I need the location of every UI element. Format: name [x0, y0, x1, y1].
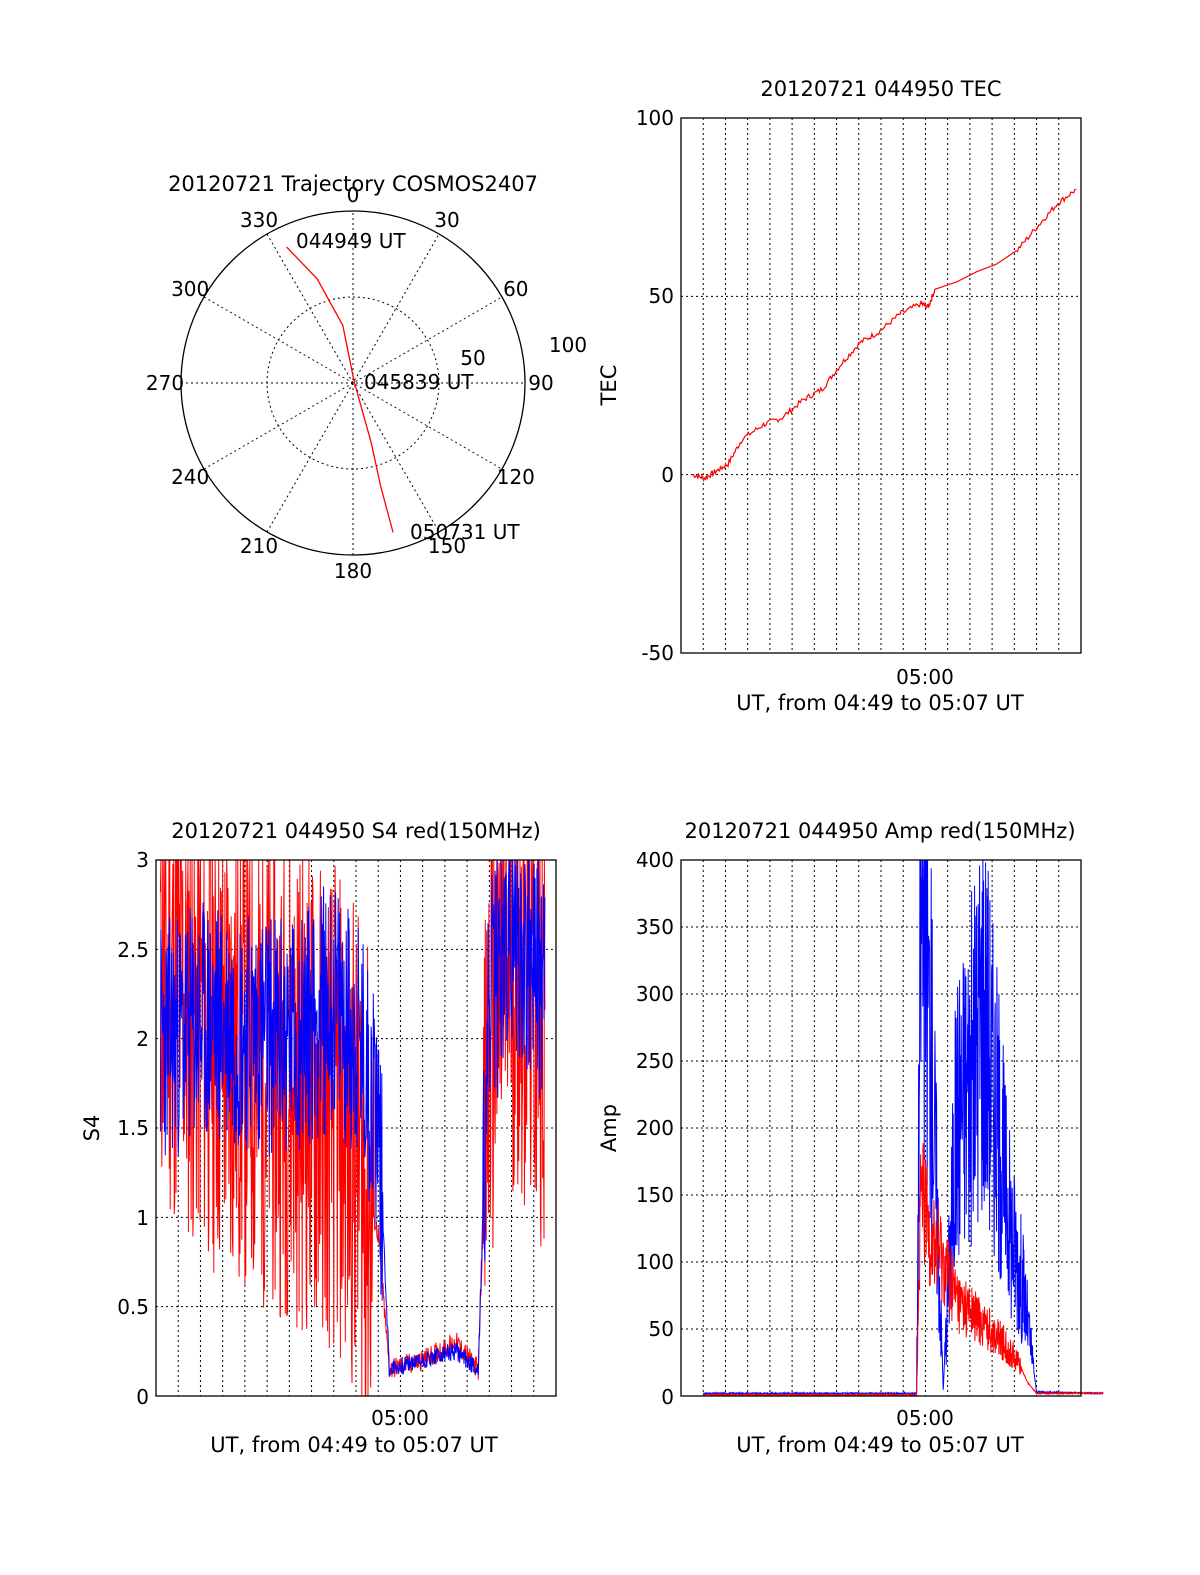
polar-grid	[181, 211, 525, 555]
radial-label-100: 100	[549, 333, 587, 357]
polar-angle-label: 90	[528, 371, 553, 395]
trajectory-end-label: 050731 UT	[410, 520, 520, 544]
amp-ytick-350: 350	[636, 915, 674, 939]
s4-plot-frame	[155, 859, 557, 1397]
polar-angle-label: 270	[146, 371, 184, 395]
polar-angle-label: 240	[171, 465, 209, 489]
tec-panel: 20120721 044950 TEC 100 50 0 -50 TEC 05:…	[597, 77, 1082, 715]
tec-xlabel: UT, from 04:49 to 05:07 UT	[736, 691, 1024, 715]
s4-ytick-3: 3	[136, 848, 149, 872]
amp-ytick-50: 50	[649, 1317, 674, 1341]
amp-ytick-300: 300	[636, 982, 674, 1006]
tec-ytick-minus-50: -50	[641, 641, 674, 665]
amp-ylabel: Amp	[597, 1104, 621, 1152]
amp-ytick-400: 400	[636, 848, 674, 872]
polar-grid-spoke	[266, 233, 440, 533]
s4-red-line	[159, 859, 546, 1397]
amp-series	[702, 859, 1104, 1398]
amp-title: 20120721 044950 Amp red(150MHz)	[684, 819, 1075, 843]
tec-xtick-0500: 05:00	[896, 665, 954, 689]
polar-angle-label: 30	[434, 208, 459, 232]
amp-ytick-250: 250	[636, 1049, 674, 1073]
amp-xlabel: UT, from 04:49 to 05:07 UT	[736, 1433, 1024, 1457]
tec-grid	[681, 118, 1081, 653]
s4-panel: 20120721 044950 S4 red(150MHz) 3 2.5 2 1…	[80, 819, 557, 1457]
polar-angle-label: 210	[240, 534, 278, 558]
s4-ytick-0-5: 0.5	[117, 1295, 149, 1319]
radial-label-50: 50	[460, 346, 485, 370]
s4-xtick-0500: 05:00	[371, 1406, 429, 1430]
trajectory-title: 20120721 Trajectory COSMOS2407	[168, 172, 538, 196]
s4-title: 20120721 044950 S4 red(150MHz)	[171, 819, 541, 843]
polar-angle-label: 60	[503, 277, 528, 301]
s4-ytick-0: 0	[136, 1385, 149, 1409]
s4-ytick-2: 2	[136, 1027, 149, 1051]
s4-blue-line	[159, 858, 546, 1377]
s4-series	[159, 858, 546, 1397]
polar-angle-label: 150	[428, 534, 466, 558]
amp-blue-line	[702, 859, 1104, 1396]
tec-title: 20120721 044950 TEC	[760, 77, 1001, 101]
s4-ytick-1: 1	[136, 1206, 149, 1230]
polar-outer-circle	[180, 210, 526, 556]
polar-angle-label: 300	[171, 277, 209, 301]
trajectory-panel: 20120721 Trajectory COSMOS2407 0 30 60 90 12…	[146, 172, 587, 583]
tec-plot-frame	[680, 117, 1082, 654]
polar-grid-circle	[266, 296, 440, 470]
tec-series-line	[692, 188, 1077, 483]
amp-xtick-0500: 05:00	[896, 1406, 954, 1430]
tec-ytick-0: 0	[661, 463, 674, 487]
polar-angle-label: 120	[497, 465, 535, 489]
trajectory-line	[286, 246, 394, 533]
amp-red-line	[702, 1143, 1104, 1398]
amp-ytick-150: 150	[636, 1183, 674, 1207]
amp-ytick-100: 100	[636, 1250, 674, 1274]
polar-angle-label: 330	[240, 208, 278, 232]
amp-panel: 20120721 044950 Amp red(150MHz) 400 350 …	[597, 819, 1104, 1457]
tec-ytick-50: 50	[649, 284, 674, 308]
s4-ytick-2-5: 2.5	[117, 938, 149, 962]
amp-plot-frame	[680, 859, 1082, 1397]
s4-ytick-1-5: 1.5	[117, 1116, 149, 1140]
tec-ylabel: TEC	[597, 365, 621, 407]
amp-ytick-200: 200	[636, 1116, 674, 1140]
s4-ylabel: S4	[80, 1115, 104, 1142]
polar-angle-label: 0	[347, 183, 360, 207]
trajectory-mid-label: 045839 UT	[364, 370, 474, 394]
polar-angle-labels: 0 30 60 90 120 150 180 210 240 270 300 330	[146, 183, 554, 583]
trajectory-start-label: 044949 UT	[296, 229, 406, 253]
s4-xlabel: UT, from 04:49 to 05:07 UT	[210, 1433, 498, 1457]
amp-ytick-0: 0	[661, 1385, 674, 1409]
tec-ytick-100: 100	[636, 106, 674, 130]
polar-angle-label: 180	[334, 559, 372, 583]
